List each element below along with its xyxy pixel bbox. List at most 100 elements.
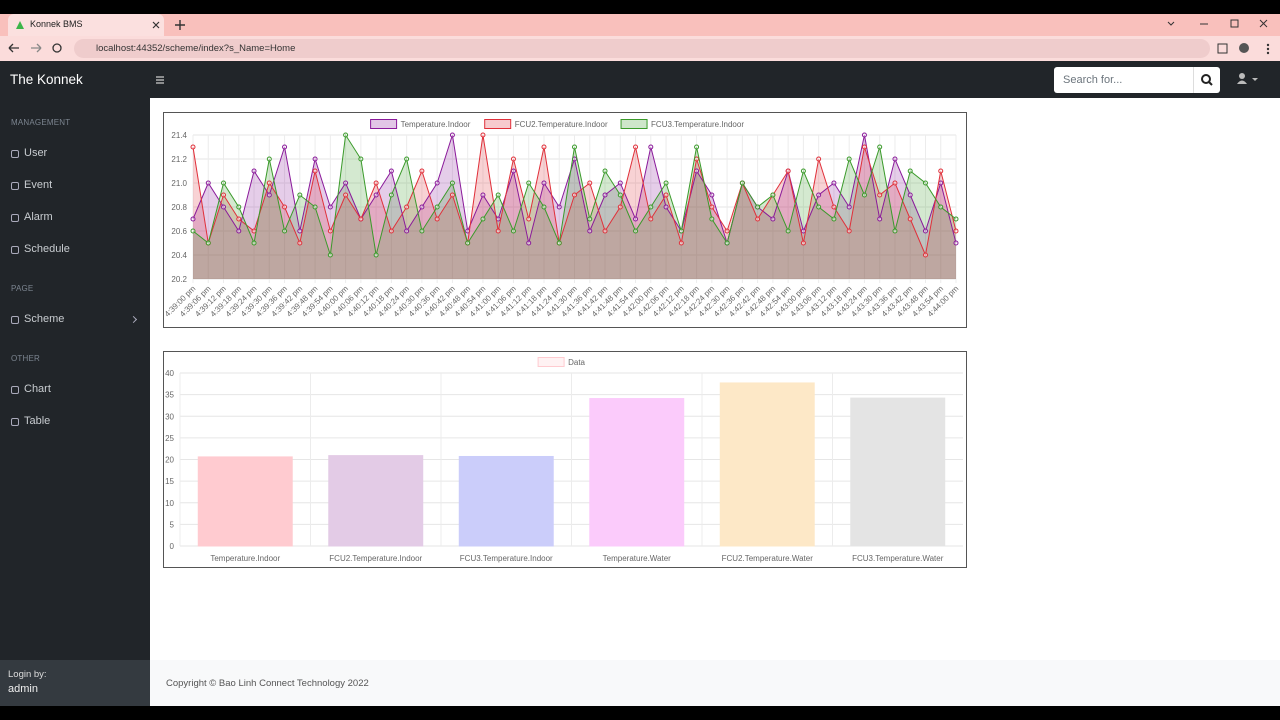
point bbox=[358, 216, 364, 222]
point bbox=[846, 204, 852, 210]
point bbox=[633, 228, 639, 234]
point bbox=[724, 240, 730, 246]
point bbox=[694, 168, 700, 174]
browser-tab[interactable]: Konnek BMS bbox=[8, 14, 164, 36]
point bbox=[312, 156, 318, 162]
point bbox=[785, 228, 791, 234]
x-tick-label: FCU3.Temperature.Water bbox=[852, 554, 944, 563]
point bbox=[938, 204, 944, 210]
sidebar-item[interactable]: Event bbox=[24, 179, 53, 191]
point bbox=[297, 192, 303, 198]
bar bbox=[719, 382, 815, 547]
point bbox=[404, 204, 410, 210]
point bbox=[755, 216, 761, 222]
point bbox=[572, 144, 577, 150]
legend-label: FCU2.Temperature.Indoor bbox=[515, 120, 608, 129]
brand[interactable]: The Konnek bbox=[10, 72, 83, 87]
point bbox=[388, 228, 394, 234]
point bbox=[816, 204, 822, 210]
point bbox=[648, 216, 654, 222]
point bbox=[709, 216, 715, 222]
sidebar-item[interactable]: Scheme bbox=[24, 313, 65, 325]
point bbox=[419, 228, 425, 234]
tab-icon bbox=[16, 21, 24, 29]
point bbox=[755, 204, 761, 210]
point bbox=[480, 132, 486, 138]
sidebar-item[interactable]: Alarm bbox=[24, 211, 53, 223]
y-tick-label: 30 bbox=[165, 412, 174, 421]
point bbox=[617, 192, 623, 198]
sidebar-icon bbox=[11, 214, 19, 222]
bar bbox=[328, 455, 424, 547]
point bbox=[358, 156, 364, 162]
window-controls[interactable] bbox=[1160, 16, 1280, 32]
y-tick-label: 25 bbox=[165, 434, 174, 443]
line-chart: Temperature.Indoor FCU2.Temperature.Indoo… bbox=[163, 119, 961, 319]
tab-bar bbox=[0, 14, 1280, 36]
url-field[interactable]: localhost:44352/scheme/index?s_Name=Home bbox=[74, 39, 1210, 58]
tab-close[interactable] bbox=[150, 19, 162, 31]
point bbox=[221, 204, 227, 210]
point bbox=[602, 228, 608, 234]
nav-buttons[interactable] bbox=[6, 41, 70, 55]
area-fill bbox=[193, 135, 956, 279]
point bbox=[816, 192, 822, 198]
tab-title: Konnek BMS bbox=[30, 19, 83, 29]
point bbox=[816, 156, 822, 162]
sidebar bbox=[0, 98, 150, 660]
sidebar-icon bbox=[11, 386, 19, 394]
login-user: admin bbox=[8, 683, 38, 695]
footer: Copyright © Bao Linh Connect Technology … bbox=[150, 660, 1280, 706]
x-tick-label: Temperature.Indoor bbox=[210, 554, 280, 563]
point bbox=[663, 180, 669, 186]
new-tab[interactable] bbox=[174, 19, 186, 31]
y-tick-label: 20.6 bbox=[171, 227, 187, 236]
point bbox=[419, 168, 425, 174]
sidebar-item[interactable]: User bbox=[24, 147, 48, 159]
search-icon bbox=[1201, 74, 1213, 86]
point bbox=[633, 216, 639, 222]
sidebar-item[interactable]: Schedule bbox=[24, 243, 70, 255]
point bbox=[251, 168, 257, 174]
point bbox=[907, 168, 913, 174]
y-tick-label: 20 bbox=[165, 456, 174, 465]
point bbox=[541, 180, 547, 186]
point bbox=[724, 228, 730, 234]
point bbox=[434, 216, 440, 222]
bar bbox=[197, 456, 293, 547]
y-tick-label: 20.2 bbox=[171, 275, 187, 284]
sidebar-heading: MANAGEMENT bbox=[11, 118, 71, 127]
browser-icons[interactable] bbox=[1216, 42, 1276, 56]
y-tick-label: 5 bbox=[170, 520, 175, 529]
point bbox=[922, 180, 928, 186]
point bbox=[434, 204, 440, 210]
sidebar-item[interactable]: Chart bbox=[24, 383, 51, 395]
copyright: Copyright © Bao Linh Connect Technology … bbox=[166, 678, 369, 689]
y-tick-label: 21.0 bbox=[171, 179, 187, 188]
search-button[interactable] bbox=[1193, 67, 1220, 93]
point bbox=[495, 228, 501, 234]
point bbox=[236, 228, 242, 234]
sidebar-item[interactable]: Table bbox=[24, 415, 51, 427]
legend-label: Temperature.Indoor bbox=[401, 120, 471, 129]
x-tick-label: FCU2.Temperature.Water bbox=[722, 554, 814, 563]
menu-toggle[interactable] bbox=[155, 75, 165, 85]
point bbox=[922, 228, 928, 234]
area-fill bbox=[193, 135, 956, 279]
search-input[interactable]: Search for... bbox=[1054, 67, 1193, 93]
point bbox=[800, 228, 806, 234]
sidebar-icon bbox=[11, 182, 19, 190]
area-fill bbox=[193, 135, 956, 279]
point bbox=[282, 144, 288, 150]
point bbox=[877, 192, 883, 198]
legend-label: FCU3.Temperature.Indoor bbox=[651, 120, 744, 129]
sidebar-icon bbox=[11, 418, 19, 426]
point bbox=[373, 180, 379, 186]
user-menu[interactable] bbox=[1236, 72, 1260, 86]
point bbox=[419, 204, 425, 210]
point bbox=[587, 228, 593, 234]
point bbox=[907, 192, 913, 198]
y-tick-label: 10 bbox=[165, 499, 174, 508]
point bbox=[678, 240, 684, 246]
point bbox=[831, 180, 837, 186]
